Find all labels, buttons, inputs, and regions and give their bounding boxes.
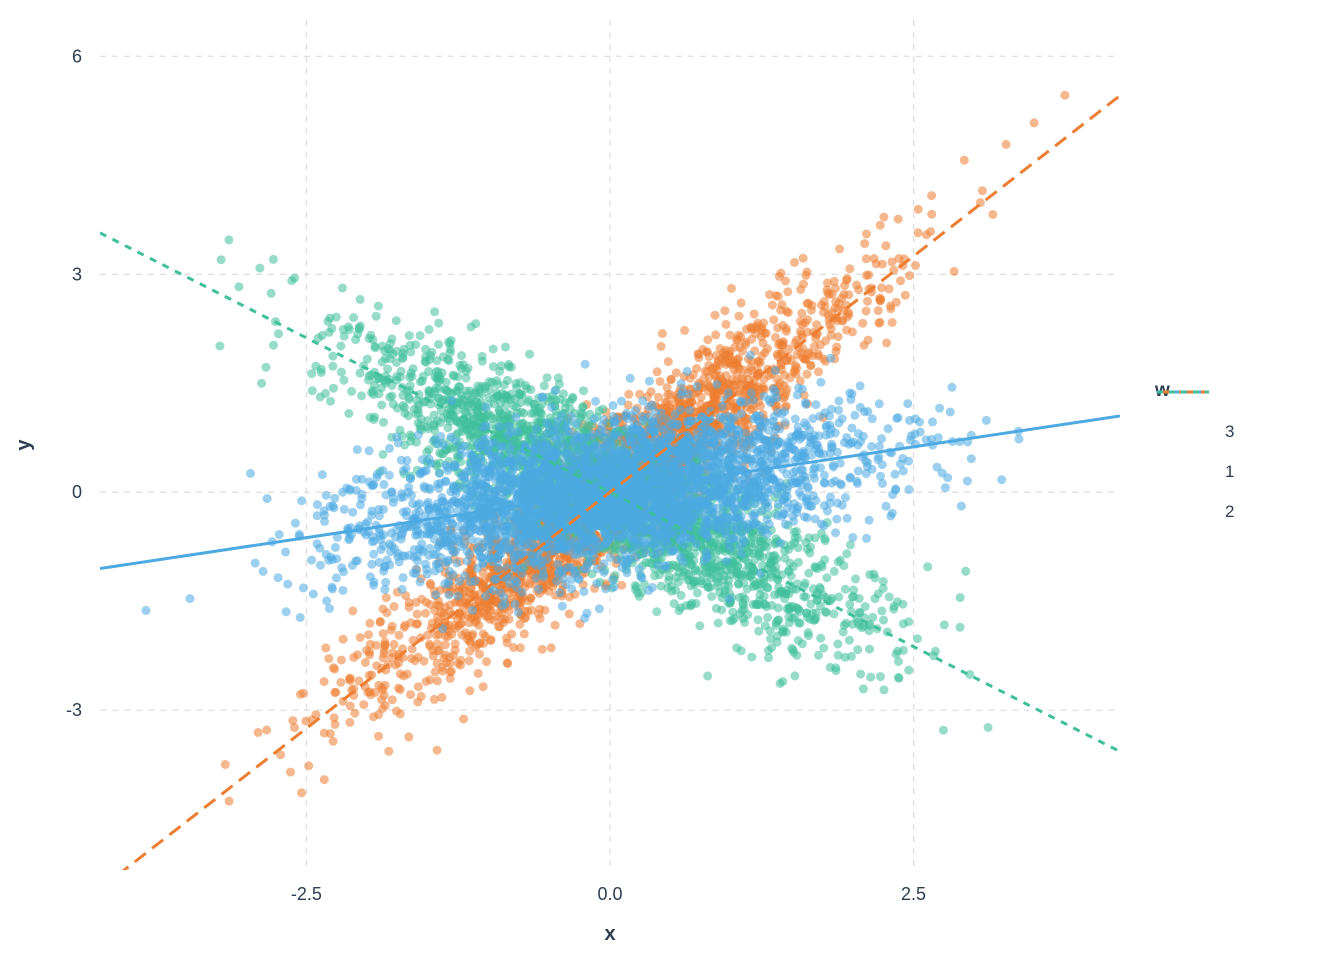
legend-swatch [1155,500,1211,524]
legend: w 312 [1155,380,1234,540]
legend-item: 1 [1155,460,1234,484]
y-tick-label: -3 [66,700,82,720]
legend-item: 2 [1155,500,1234,524]
legend-item: 3 [1155,420,1234,444]
legend-swatch [1155,420,1211,444]
x-axis-label: x [604,923,615,945]
x-tick-label: 0.0 [597,884,622,904]
y-tick-label: 3 [72,264,82,284]
scatter-chart: -2.5 0.0 2.5 -3 0 3 6 x y [0,0,1344,960]
legend-label: 3 [1225,422,1234,442]
x-tick-label: -2.5 [291,884,322,904]
legend-label: 1 [1225,462,1234,482]
chart-container: -2.50.02.5-3036xy w 312 [0,0,1344,960]
y-tick-label: 6 [72,46,82,66]
legend-items: 3 1 2 [1155,420,1234,524]
legend-label: 2 [1225,502,1234,522]
y-tick-label: 0 [72,482,82,502]
y-axis-label: y [13,439,35,451]
x-tick-label: 2.5 [901,884,926,904]
legend-swatch [1155,460,1211,484]
